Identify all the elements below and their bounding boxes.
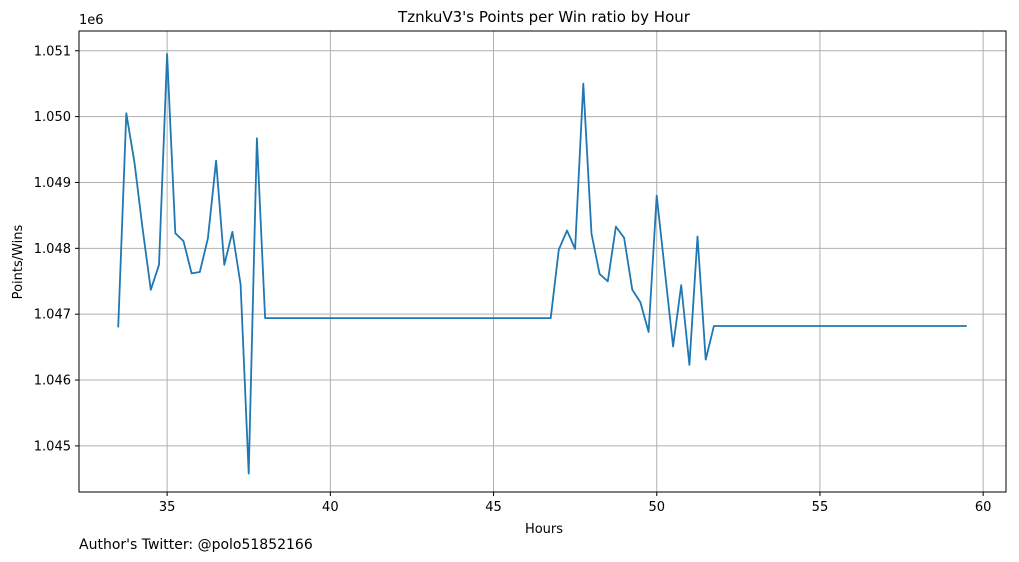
series-line: [117, 53, 967, 475]
x-tick-label: 50: [648, 500, 665, 515]
y-tick-label: 1.049: [34, 176, 71, 191]
chart-title: TznkuV3's Points per Win ratio by Hour: [397, 8, 691, 26]
x-tick-label: 35: [159, 500, 176, 515]
x-tick-label: 40: [322, 500, 339, 515]
y-tick-label: 1.047: [34, 308, 71, 323]
grid: [79, 31, 1006, 492]
plot-area-frame: [78, 30, 1007, 493]
x-tick-label: 55: [812, 500, 829, 515]
author-credit: Author's Twitter: @polo51852166: [79, 537, 313, 553]
y-tick-label: 1.048: [34, 242, 71, 257]
y-axis-label: Points/Wins: [11, 224, 26, 299]
y-tick-label: 1.050: [34, 110, 71, 125]
x-tick-label: 45: [485, 500, 502, 515]
y-tick-label: 1.045: [34, 439, 71, 454]
y-tick-label: 1.051: [34, 44, 71, 59]
series-layer: [117, 53, 967, 475]
x-tick-label: 60: [975, 500, 992, 515]
x-axis-label: Hours: [525, 522, 563, 537]
y-tick-label: 1.046: [34, 374, 71, 389]
y-offset-label: 1e6: [79, 13, 104, 28]
axes-ticks: 35 40 45 50 55 60 1.045 1.046 1.047 1.048 1.049 1.0…: [34, 44, 992, 515]
